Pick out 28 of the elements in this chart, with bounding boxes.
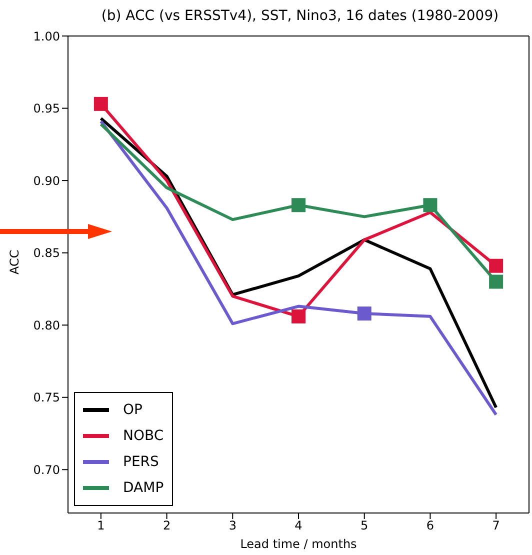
x-axis-title: Lead time / months <box>240 537 357 551</box>
y-tick-label: 0.95 <box>33 102 60 116</box>
point <box>292 198 306 212</box>
chart-title: (b) ACC (vs ERSSTv4), SST, Nino3, 16 dates (1980-2009) <box>100 8 500 24</box>
y-tick-label: 0.75 <box>33 390 60 405</box>
x-tick-label: 7 <box>492 518 500 533</box>
point <box>489 274 504 289</box>
x-tick-label: 3 <box>228 518 236 533</box>
x-tick-label: 6 <box>426 518 434 533</box>
point <box>489 258 504 273</box>
y-tick-label: 0.90 <box>33 174 60 188</box>
x-tick-label: 1 <box>97 518 105 533</box>
point <box>94 96 108 111</box>
x-tick-label: 2 <box>162 518 171 533</box>
legend-label: PERS <box>123 453 159 472</box>
x-tick-label: 5 <box>360 518 368 533</box>
y-axis-title: ACC <box>7 250 22 274</box>
point <box>357 306 372 321</box>
legend-label: NOBC <box>123 427 164 446</box>
y-tick-label: 0.80 <box>33 318 60 332</box>
legend-label: OP <box>123 401 142 420</box>
point <box>423 198 438 212</box>
y-tick-label: 0.85 <box>33 246 60 260</box>
point <box>292 309 306 324</box>
legend-label: DAMP <box>123 479 164 498</box>
y-tick-label: 0.70 <box>33 462 60 477</box>
y-tick-label: 1.00 <box>33 29 60 44</box>
x-tick-label: 4 <box>294 518 302 533</box>
